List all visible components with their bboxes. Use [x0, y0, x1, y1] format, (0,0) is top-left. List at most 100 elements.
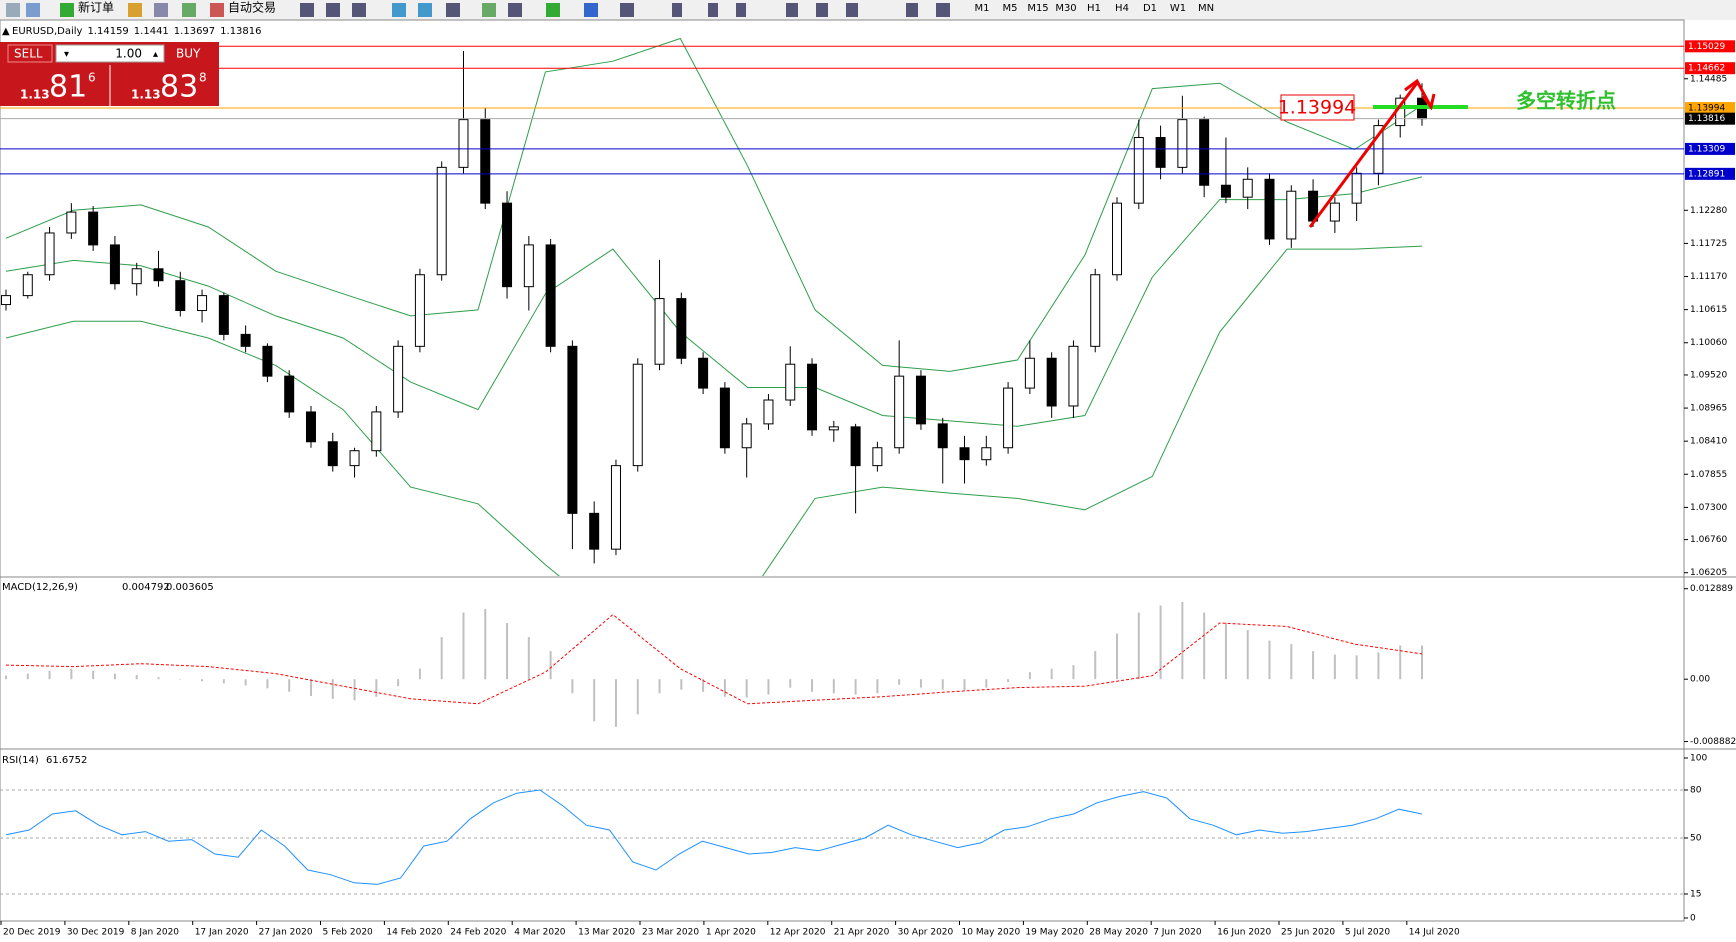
icon[interactable] — [392, 3, 406, 17]
macd-bar — [985, 679, 988, 688]
candle-body — [872, 447, 883, 467]
x-tick-label: 1 Apr 2020 — [706, 928, 756, 938]
x-tick-label: 5 Feb 2020 — [323, 928, 374, 938]
icon[interactable] — [936, 3, 950, 17]
icon[interactable] — [620, 3, 634, 17]
icon[interactable] — [418, 3, 432, 17]
spin-up[interactable]: ▴ — [153, 49, 158, 60]
tools — [300, 3, 950, 17]
y-tick-label: 1.12280 — [1690, 206, 1727, 216]
candle-body — [1090, 274, 1101, 347]
candle-body — [1373, 125, 1384, 174]
timeframe[interactable]: D1 — [1143, 3, 1157, 14]
macd-bar — [92, 670, 95, 680]
lot-input[interactable] — [55, 44, 165, 63]
indicator-value: 0.004792 — [122, 582, 170, 593]
buy-label[interactable]: BUY — [176, 47, 201, 61]
macd-bar — [549, 651, 552, 680]
macd-bar — [723, 679, 726, 697]
icon[interactable] — [352, 3, 366, 17]
icon[interactable] — [182, 3, 196, 17]
y-tick-label: 1.06760 — [1690, 535, 1727, 545]
timeframe[interactable]: M1 — [975, 3, 990, 14]
lot-value[interactable]: 1.00 — [115, 47, 142, 61]
ask-frac[interactable]: 8 — [199, 71, 207, 85]
candle-body — [197, 295, 208, 312]
candle-body — [1, 295, 11, 306]
icon[interactable] — [546, 3, 560, 17]
timeframe[interactable]: M30 — [1055, 3, 1076, 14]
bid-frac[interactable]: 6 — [88, 71, 96, 85]
x-tick-label: 27 Jan 2020 — [259, 928, 313, 938]
price-tag-label: 1.12891 — [1688, 169, 1725, 179]
spin-down[interactable]: ▾ — [64, 49, 69, 60]
icon[interactable] — [6, 3, 20, 17]
timeframe[interactable]: MN — [1198, 3, 1214, 14]
icon[interactable] — [786, 3, 798, 17]
icon[interactable] — [446, 3, 460, 17]
macd-bar — [244, 679, 247, 686]
macd-bar — [702, 679, 705, 692]
bid-big[interactable]: 1.13 — [20, 88, 50, 102]
timeframe[interactable]: M5 — [1003, 3, 1018, 14]
y-tick-label: 1.07855 — [1690, 470, 1727, 480]
macd-bar — [571, 679, 574, 694]
macd-bar — [353, 679, 356, 701]
x-tick-label: 19 May 2020 — [1025, 928, 1084, 938]
price-tag-label: 1.13309 — [1688, 144, 1725, 154]
ask-big[interactable]: 1.13 — [131, 88, 161, 102]
candle-body — [959, 447, 970, 461]
macd-bar — [1224, 623, 1227, 680]
timeframe[interactable]: H4 — [1115, 3, 1129, 14]
price-tag — [1685, 40, 1735, 53]
timeframe[interactable]: W1 — [1170, 3, 1186, 14]
candle-body — [632, 363, 643, 467]
icon[interactable] — [708, 3, 718, 17]
price-panel: 1.14485 1.12280 1.11725 1.11170 1.10615 1.100… — [0, 37, 1735, 578]
icon[interactable] — [846, 3, 858, 17]
x-tick-label: 21 Apr 2020 — [834, 928, 890, 938]
icon[interactable] — [300, 3, 314, 17]
candle-body — [763, 399, 774, 425]
candle-body — [850, 426, 861, 467]
icon[interactable] — [482, 3, 496, 17]
icon[interactable] — [736, 3, 746, 17]
candle-body — [785, 363, 796, 401]
x-tick-label: 7 Jun 2020 — [1153, 928, 1202, 938]
annotation-text: 多空转折点 — [1516, 89, 1616, 113]
y-tick-label: 50 — [1690, 834, 1702, 844]
macd-bar — [941, 679, 944, 690]
icon[interactable] — [154, 3, 168, 17]
icon[interactable] — [508, 3, 522, 17]
icon[interactable] — [326, 3, 340, 17]
ask-pips[interactable]: 83 — [160, 70, 198, 105]
macd-bar — [1399, 645, 1402, 680]
timeframe[interactable]: H1 — [1087, 3, 1101, 14]
icon[interactable] — [816, 3, 828, 17]
macd-bar — [1268, 640, 1271, 680]
icon[interactable] — [584, 3, 598, 17]
auto-trading-icon[interactable] — [210, 3, 224, 17]
auto-trading[interactable]: 自动交易 — [228, 0, 276, 15]
icon[interactable] — [26, 3, 40, 17]
new-order-icon[interactable] — [60, 3, 74, 17]
timeframe[interactable]: M15 — [1027, 3, 1048, 14]
icon[interactable] — [906, 3, 918, 17]
y-tick-label: 1.11170 — [1690, 272, 1727, 282]
bid-pips[interactable]: 81 — [49, 70, 87, 105]
icon[interactable] — [128, 3, 142, 17]
sell-label[interactable]: SELL — [14, 47, 43, 61]
candle-body — [175, 280, 186, 312]
x-tick-label: 12 Apr 2020 — [770, 928, 826, 938]
collapse-icon[interactable]: ▲ — [2, 26, 10, 37]
icon[interactable] — [672, 3, 682, 17]
annotation-box — [1280, 94, 1355, 121]
x-tick-label: 30 Apr 2020 — [898, 928, 954, 938]
sell-button[interactable] — [7, 44, 53, 63]
candle-body — [1286, 190, 1297, 240]
new-order[interactable]: 新订单 — [78, 0, 114, 15]
macd-bar — [266, 679, 269, 689]
macd-bar — [811, 679, 814, 692]
macd-bar — [484, 608, 487, 680]
